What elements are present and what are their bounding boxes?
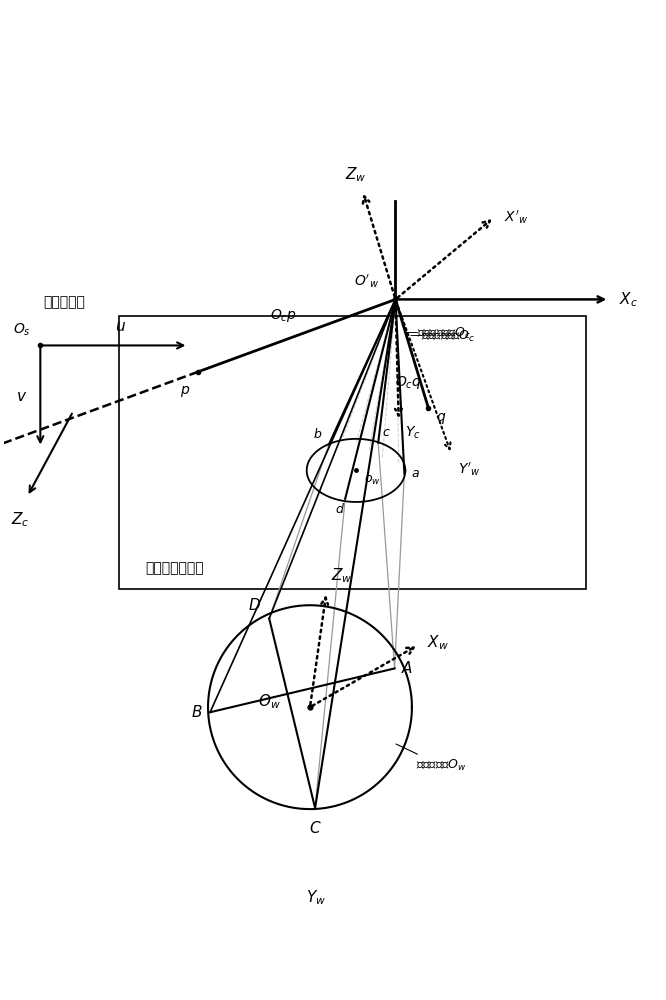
Text: $b$: $b$ [313, 427, 322, 441]
Text: $O_s$: $O_s$ [13, 321, 31, 338]
Text: $A$: $A$ [401, 660, 414, 676]
Text: $u$: $u$ [115, 319, 127, 334]
Text: $o_w$: $o_w$ [364, 474, 381, 487]
Text: $Z_w$: $Z_w$ [345, 166, 367, 184]
Text: 像素坐标系: 像素坐标系 [44, 296, 85, 310]
Text: $X_c$: $X_c$ [619, 290, 638, 309]
Text: $q$: $q$ [436, 411, 446, 426]
Text: $v$: $v$ [16, 389, 27, 404]
Text: $c$: $c$ [382, 426, 390, 439]
Bar [119, 316, 586, 589]
Text: $Y_c$: $Y_c$ [406, 424, 421, 441]
Text: $Z_c$: $Z_c$ [11, 510, 30, 529]
Text: $Y_w$: $Y_w$ [306, 888, 326, 907]
Text: $X'_w$: $X'_w$ [504, 208, 528, 226]
Text: $Y'_w$: $Y'_w$ [458, 461, 481, 478]
Text: —摄像机坐标系$O_c$: —摄像机坐标系$O_c$ [406, 326, 472, 341]
Text: $D$: $D$ [248, 597, 261, 613]
Text: $Z_w$: $Z_w$ [331, 567, 352, 585]
Text: 靶标坐标系$O_w$: 靶标坐标系$O_w$ [396, 744, 467, 773]
Text: $C$: $C$ [309, 820, 322, 836]
Text: $d$: $d$ [335, 502, 345, 516]
Text: $B$: $B$ [190, 704, 202, 720]
Text: $O'_w$: $O'_w$ [354, 272, 379, 290]
Text: $O_w$: $O_w$ [258, 693, 280, 711]
Text: $a$: $a$ [411, 467, 420, 480]
Text: $p$: $p$ [180, 384, 190, 399]
Text: 摄像机成像平面: 摄像机成像平面 [146, 562, 204, 576]
Text: —摄像机坐标系$O_c$: —摄像机坐标系$O_c$ [409, 329, 475, 344]
Text: $X_w$: $X_w$ [427, 633, 449, 652]
Text: $O_cq$: $O_cq$ [395, 374, 422, 391]
Text: $O_cp$: $O_cp$ [270, 307, 297, 324]
